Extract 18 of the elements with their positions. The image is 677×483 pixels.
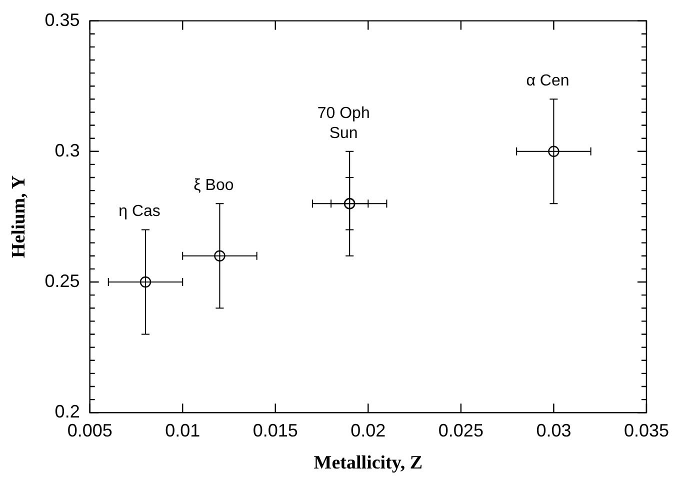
y-tick-label: 0.3 — [54, 140, 80, 160]
x-tick-label: 0.035 — [624, 420, 669, 440]
x-tick-label: 0.025 — [438, 420, 484, 440]
y-tick-label: 0.2 — [54, 402, 80, 422]
x-tick-label: 0.005 — [67, 420, 112, 440]
annotation: ξ Boo — [194, 177, 234, 194]
annotation: 70 Oph — [317, 104, 370, 122]
y-tick-label: 0.35 — [44, 10, 80, 30]
x-tick-label: 0.03 — [536, 420, 572, 440]
y-axis-title: Helium, Y — [8, 175, 30, 258]
annotation: Sun — [329, 124, 358, 142]
y-tick-label: 0.25 — [44, 270, 80, 291]
x-tick-label: 0.01 — [165, 420, 200, 440]
annotation: η Cas — [118, 203, 160, 220]
x-tick-label: 0.015 — [252, 420, 298, 440]
annotation: α Cen — [526, 72, 570, 90]
x-tick-label: 0.02 — [350, 420, 386, 440]
x-axis-title: Metallicity, Z — [314, 452, 423, 474]
